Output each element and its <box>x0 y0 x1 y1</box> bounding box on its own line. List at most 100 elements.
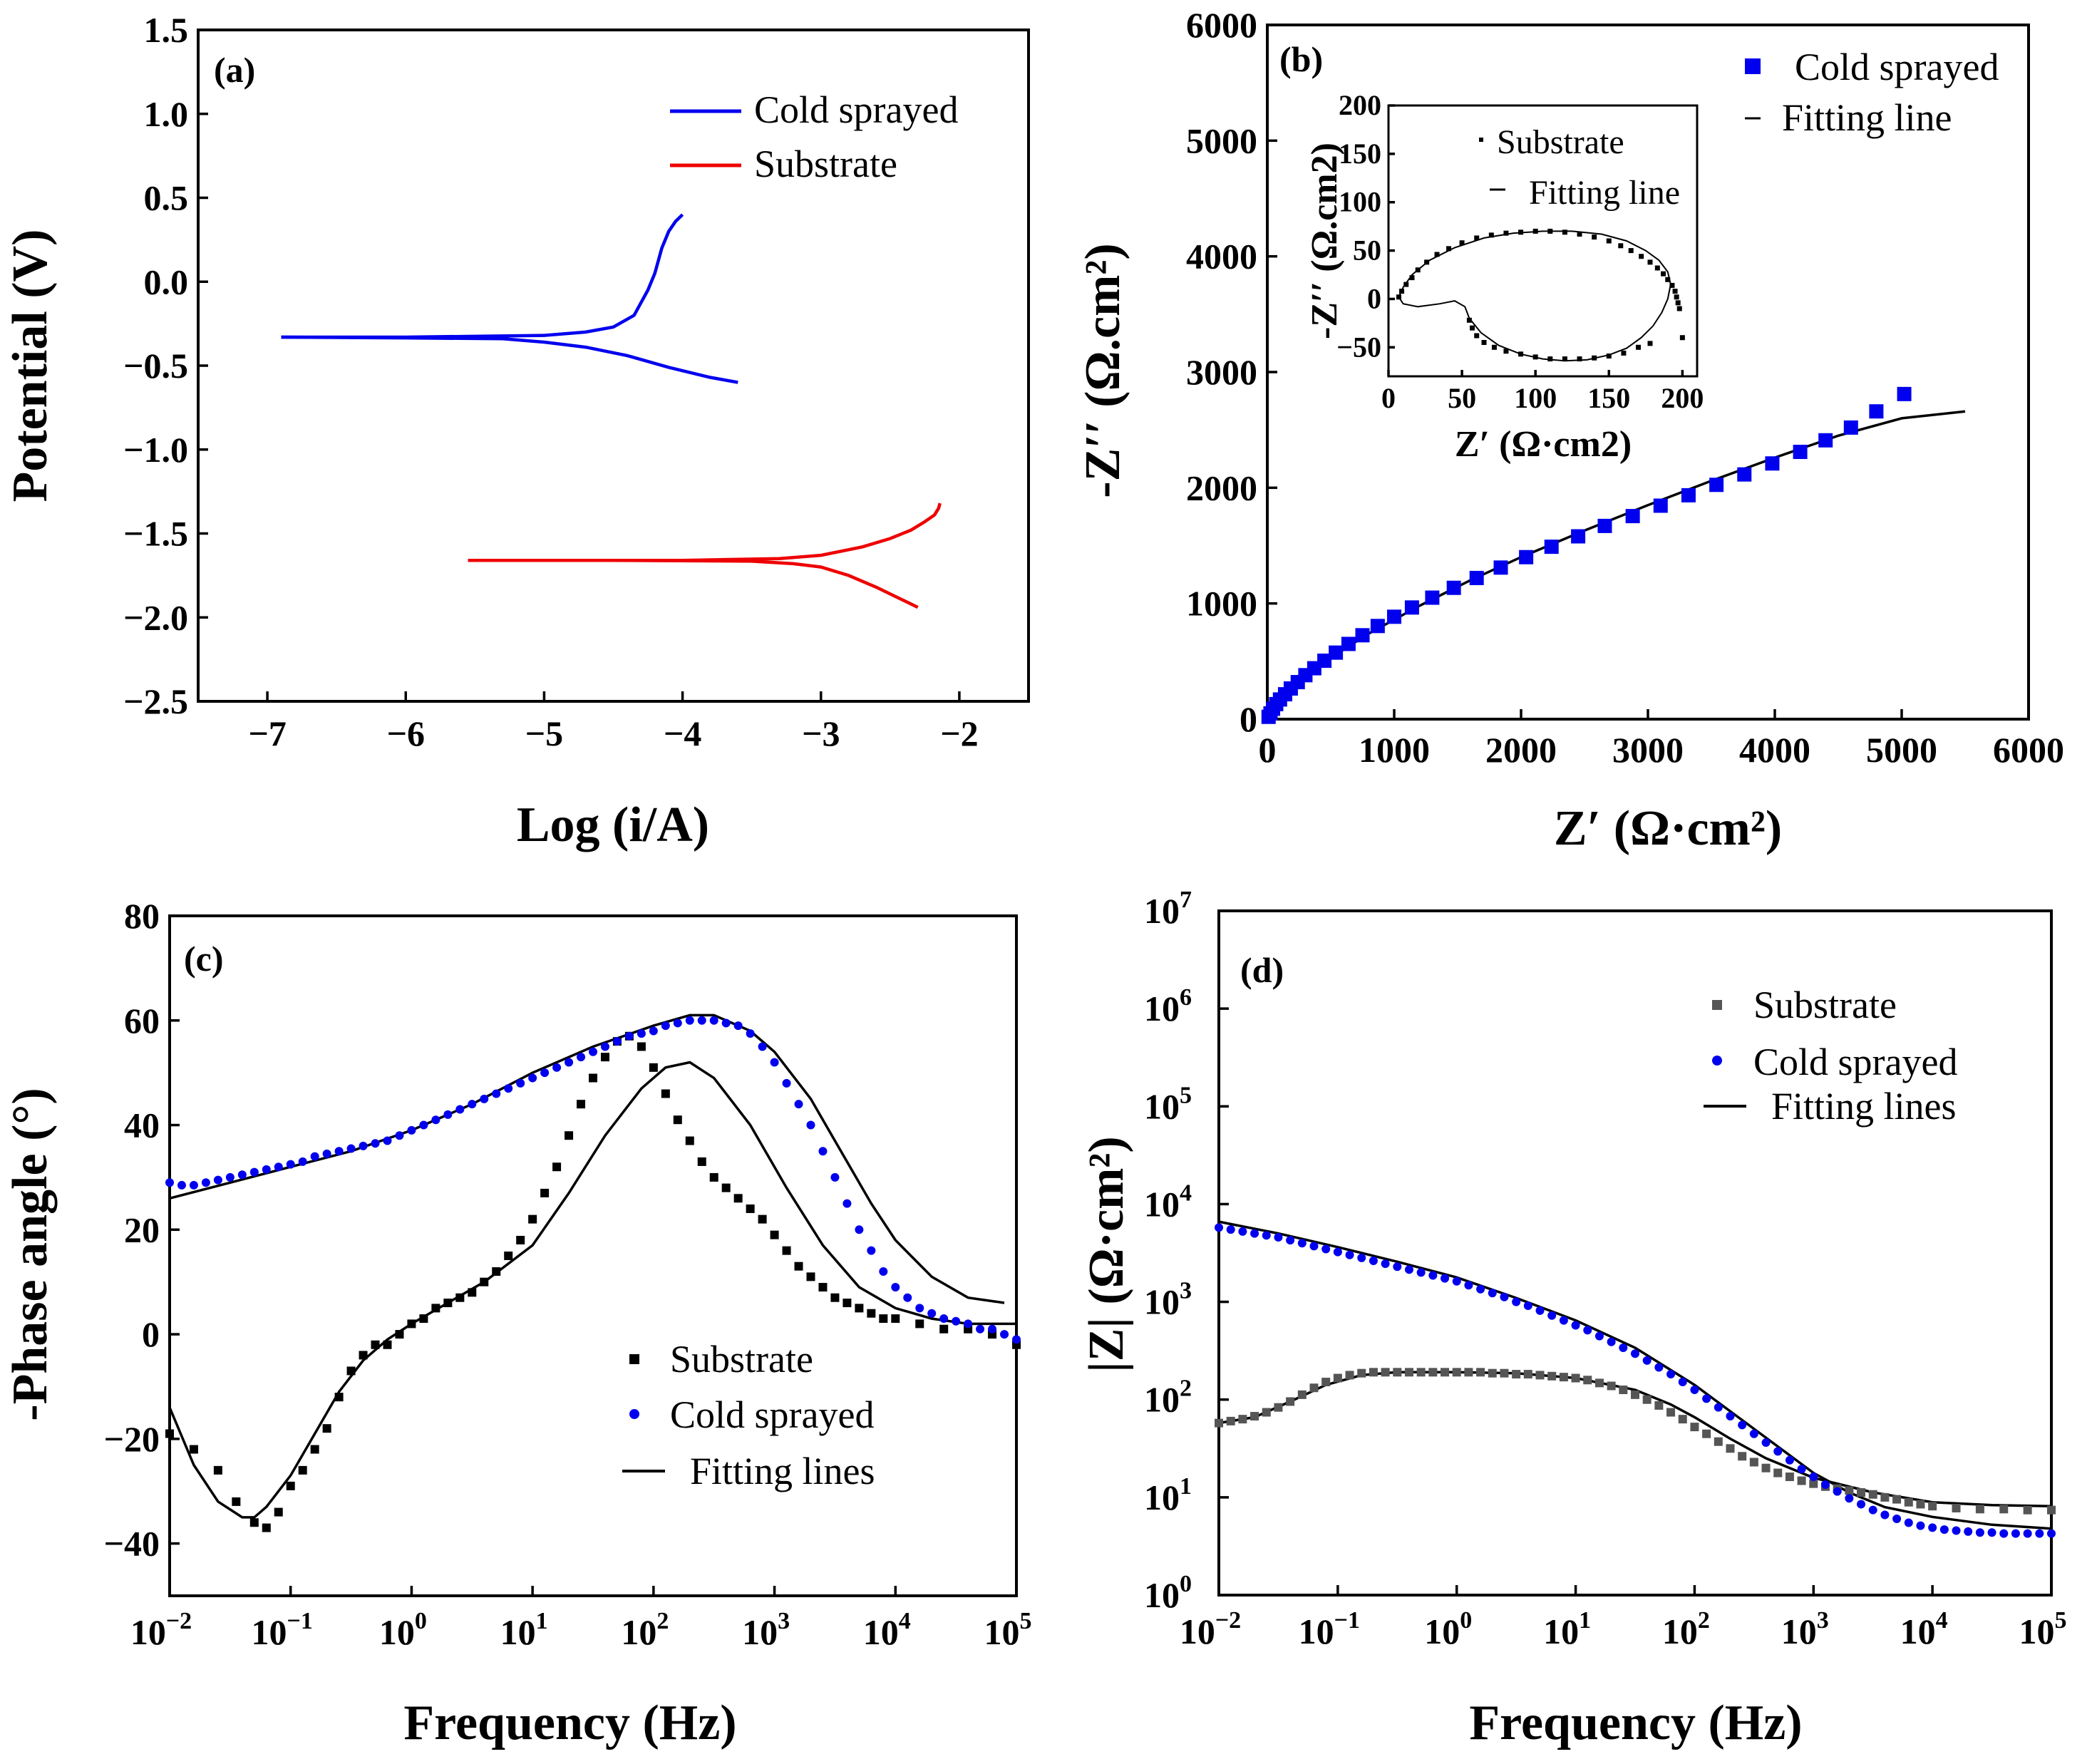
y-tick-label: 4000 <box>1186 237 1257 277</box>
data-point-cold-sprayed <box>1333 1247 1342 1257</box>
data-point-cold-sprayed <box>480 1094 489 1103</box>
legend-marker-cold-sprayed <box>1712 1056 1722 1066</box>
data-point-cold-sprayed <box>383 1136 392 1145</box>
panel-c-phase-chart: (c) 10−2 10−1 100 101 102 103 104 105 −40 −20 0 20 4… <box>3 896 1032 1750</box>
inset-data-point-substrate <box>1661 271 1666 277</box>
data-point-cold-sprayed <box>1425 590 1440 605</box>
data-point-substrate <box>1250 1412 1259 1421</box>
y-tick-label: −0.5 <box>123 346 188 386</box>
inset-data-point-substrate <box>1459 240 1465 246</box>
inset-data-point-substrate <box>1672 289 1678 294</box>
inset-data-point-substrate <box>1647 341 1653 346</box>
data-point-substrate <box>1215 1418 1223 1428</box>
data-point-substrate <box>1345 1371 1354 1380</box>
inset-data-point-substrate <box>1424 259 1430 265</box>
data-point-cold-sprayed <box>1571 529 1586 544</box>
data-point-cold-sprayed <box>1845 1494 1854 1503</box>
data-point-cold-sprayed <box>1642 1356 1652 1365</box>
data-point-substrate <box>540 1188 550 1197</box>
data-point-substrate <box>939 1324 949 1334</box>
x-tick-label: 100 <box>379 1608 427 1652</box>
data-point-cold-sprayed <box>213 1175 222 1185</box>
panel-a-label: (a) <box>214 50 255 90</box>
data-point-cold-sprayed <box>818 1147 828 1156</box>
data-point-cold-sprayed <box>927 1309 937 1318</box>
data-point-cold-sprayed <box>721 1018 731 1028</box>
data-point-cold-sprayed <box>1341 636 1356 651</box>
y-tick-label: 100 <box>1339 186 1381 218</box>
data-point-cold-sprayed <box>1297 1239 1307 1248</box>
panel-a-legend: Cold sprayed Substrate <box>670 88 958 185</box>
data-point-substrate <box>843 1299 852 1308</box>
data-point-cold-sprayed <box>1493 560 1508 575</box>
data-point-substrate <box>1654 1401 1664 1410</box>
data-point-substrate <box>1666 1408 1676 1417</box>
legend-marker-cold-sprayed <box>1745 58 1761 74</box>
inset-data-point-substrate <box>1679 335 1685 341</box>
data-point-cold-sprayed <box>1000 1330 1009 1339</box>
data-point-substrate <box>274 1507 283 1517</box>
data-point-substrate <box>1297 1390 1307 1399</box>
data-point-cold-sprayed <box>1897 386 1912 401</box>
series-0-anodic-branch <box>281 213 684 339</box>
x-tick-label: −3 <box>802 713 840 753</box>
data-point-cold-sprayed <box>274 1162 283 1172</box>
x-tick-label: 200 <box>1661 382 1704 414</box>
data-point-substrate <box>649 1063 658 1072</box>
panel-b-y-axis-label: -Z′′ (Ω.cm²) <box>1076 243 1130 497</box>
data-point-cold-sprayed <box>286 1160 295 1169</box>
data-point-substrate <box>577 1100 586 1109</box>
data-point-substrate <box>818 1283 828 1292</box>
data-point-cold-sprayed <box>1370 619 1385 634</box>
data-point-substrate <box>1512 1370 1521 1379</box>
data-point-cold-sprayed <box>976 1324 985 1334</box>
data-point-substrate <box>1416 1368 1426 1377</box>
legend-label-substrate: Substrate <box>754 143 897 185</box>
inset-data-point-substrate <box>1481 340 1487 345</box>
data-point-cold-sprayed <box>1654 1363 1664 1372</box>
data-point-cold-sprayed <box>1512 1297 1521 1306</box>
inset-data-point-substrate <box>1639 254 1644 259</box>
legend-label-cold-sprayed: Cold sprayed <box>1795 46 1999 88</box>
inset-data-point-substrate <box>1669 282 1675 288</box>
data-point-substrate <box>1749 1458 1758 1467</box>
inset-data-point-substrate <box>1503 230 1509 236</box>
data-point-cold-sprayed <box>1619 1343 1628 1353</box>
inset-data-point-substrate <box>1409 275 1415 281</box>
y-tick-label: 5000 <box>1186 120 1257 160</box>
x-tick-label: 100 <box>1424 1607 1472 1651</box>
data-point-cold-sprayed <box>201 1178 210 1187</box>
fitting-line-2 <box>169 1013 1005 1304</box>
data-point-cold-sprayed <box>225 1172 235 1182</box>
series-1-anodic-branch <box>468 502 942 562</box>
data-point-cold-sprayed <box>1309 1242 1319 1251</box>
data-point-cold-sprayed <box>1904 1518 1913 1527</box>
legend-marker-cold-sprayed <box>629 1409 639 1419</box>
data-point-cold-sprayed <box>322 1149 331 1158</box>
data-point-substrate <box>1274 1403 1283 1412</box>
inset-legend-marker-substrate <box>1479 138 1483 142</box>
legend-label-fitting-line: Fitting line <box>1782 96 1952 139</box>
y-tick-label: 60 <box>124 1001 160 1041</box>
x-tick-label: 10−2 <box>1180 1607 1241 1651</box>
data-point-substrate <box>1594 1378 1604 1388</box>
inset-data-point-substrate <box>1532 354 1538 360</box>
data-point-substrate <box>249 1518 259 1527</box>
data-point-cold-sprayed <box>1355 628 1370 643</box>
data-point-substrate <box>1714 1437 1723 1446</box>
y-tick-label: 106 <box>1144 984 1192 1028</box>
data-point-substrate <box>1607 1381 1616 1391</box>
data-point-cold-sprayed <box>431 1115 440 1125</box>
data-point-substrate <box>1500 1368 1509 1378</box>
data-point-cold-sprayed <box>1262 1231 1271 1240</box>
data-point-substrate <box>528 1214 537 1224</box>
data-point-substrate <box>1702 1429 1711 1438</box>
data-point-cold-sprayed <box>1702 1394 1711 1403</box>
inset-data-point-substrate <box>1675 300 1681 306</box>
x-tick-label: 100 <box>1514 382 1557 414</box>
inset-data-point-substrate <box>1577 356 1582 362</box>
data-point-substrate <box>1428 1368 1438 1377</box>
inset-data-point-substrate <box>1518 351 1524 357</box>
data-point-cold-sprayed <box>1274 1233 1283 1242</box>
data-point-cold-sprayed <box>1488 1289 1497 1298</box>
